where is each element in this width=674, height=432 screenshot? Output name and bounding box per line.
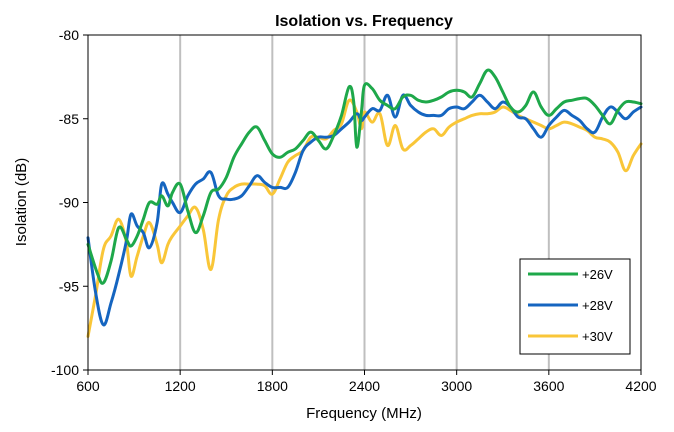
y-tick-label: -80 bbox=[59, 27, 79, 43]
y-tick-label: -95 bbox=[59, 278, 79, 294]
x-tick-label: 2400 bbox=[349, 378, 380, 394]
y-axis-label: Isolation (dB) bbox=[13, 158, 30, 246]
series-line-26V bbox=[86, 68, 643, 285]
x-tick-label: 1800 bbox=[257, 378, 288, 394]
x-tick-label: 600 bbox=[76, 378, 100, 394]
chart-title: Isolation vs. Frequency bbox=[275, 13, 453, 30]
series-lines bbox=[86, 68, 643, 338]
legend-label: +26V bbox=[582, 267, 613, 282]
x-tick-label: 1200 bbox=[165, 378, 196, 394]
legend: +26V +28V +30V bbox=[519, 258, 631, 355]
x-tick-label: 4200 bbox=[625, 378, 656, 394]
y-tick-label: -85 bbox=[59, 111, 79, 127]
y-axis-ticks: -80 -85 -90 -95 -100 bbox=[51, 27, 88, 378]
x-axis-label: Frequency (MHz) bbox=[306, 405, 422, 422]
y-tick-label: -90 bbox=[59, 195, 79, 211]
legend-label: +28V bbox=[582, 298, 613, 313]
legend-label: +30V bbox=[582, 329, 613, 344]
x-axis-ticks: 600 1200 1800 2400 3000 3600 4200 bbox=[76, 370, 657, 394]
x-tick-label: 3600 bbox=[533, 378, 564, 394]
x-tick-label: 3000 bbox=[441, 378, 472, 394]
y-tick-label: -100 bbox=[51, 362, 79, 378]
